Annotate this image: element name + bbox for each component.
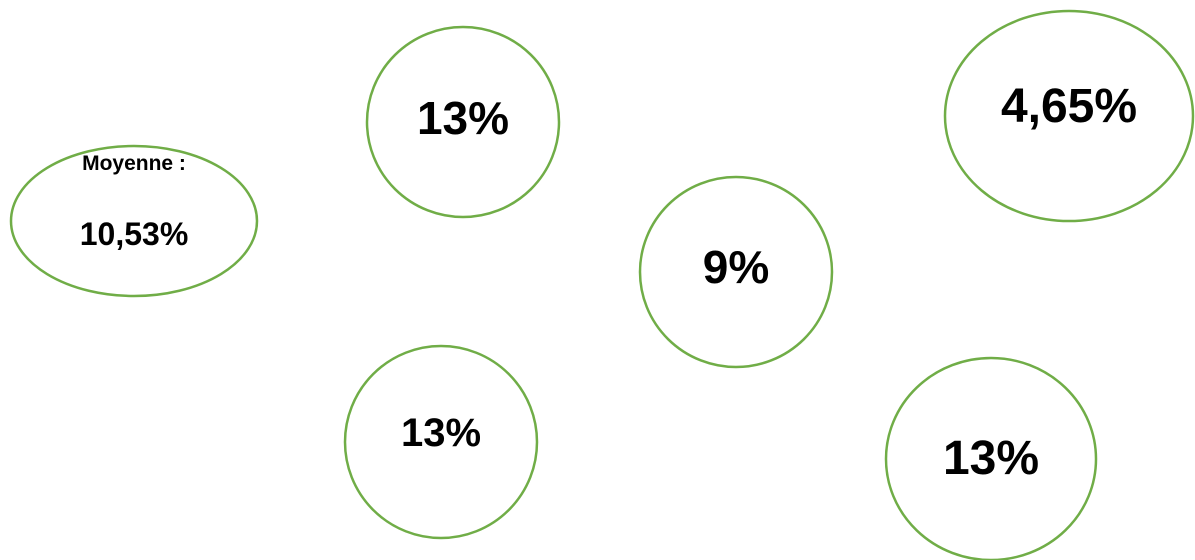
bubble-value: 9% xyxy=(703,241,769,293)
bubble-center: 9% xyxy=(638,175,834,369)
bubble-outline xyxy=(884,356,1098,560)
bubble-value: 13% xyxy=(943,432,1039,485)
average-bubble-outline xyxy=(9,144,259,298)
bubble-outline xyxy=(343,344,539,540)
average-value: 10,53% xyxy=(80,216,189,252)
bubble-top-left: 13% xyxy=(365,25,561,219)
bubble-outline xyxy=(638,175,834,369)
average-bubble: Moyenne : 10,53% xyxy=(9,144,259,298)
bubble-bottom-left: 13% xyxy=(343,344,539,540)
bubble-value: 4,65% xyxy=(1001,80,1137,133)
bubble-bottom-right: 13% xyxy=(884,356,1098,560)
bubble-outline xyxy=(943,9,1195,223)
bubble-top-right: 4,65% xyxy=(943,9,1195,223)
bubble-value: 13% xyxy=(401,411,481,455)
bubble-value: 13% xyxy=(417,92,509,144)
average-label: Moyenne : xyxy=(82,152,186,175)
bubble-outline xyxy=(365,25,561,219)
